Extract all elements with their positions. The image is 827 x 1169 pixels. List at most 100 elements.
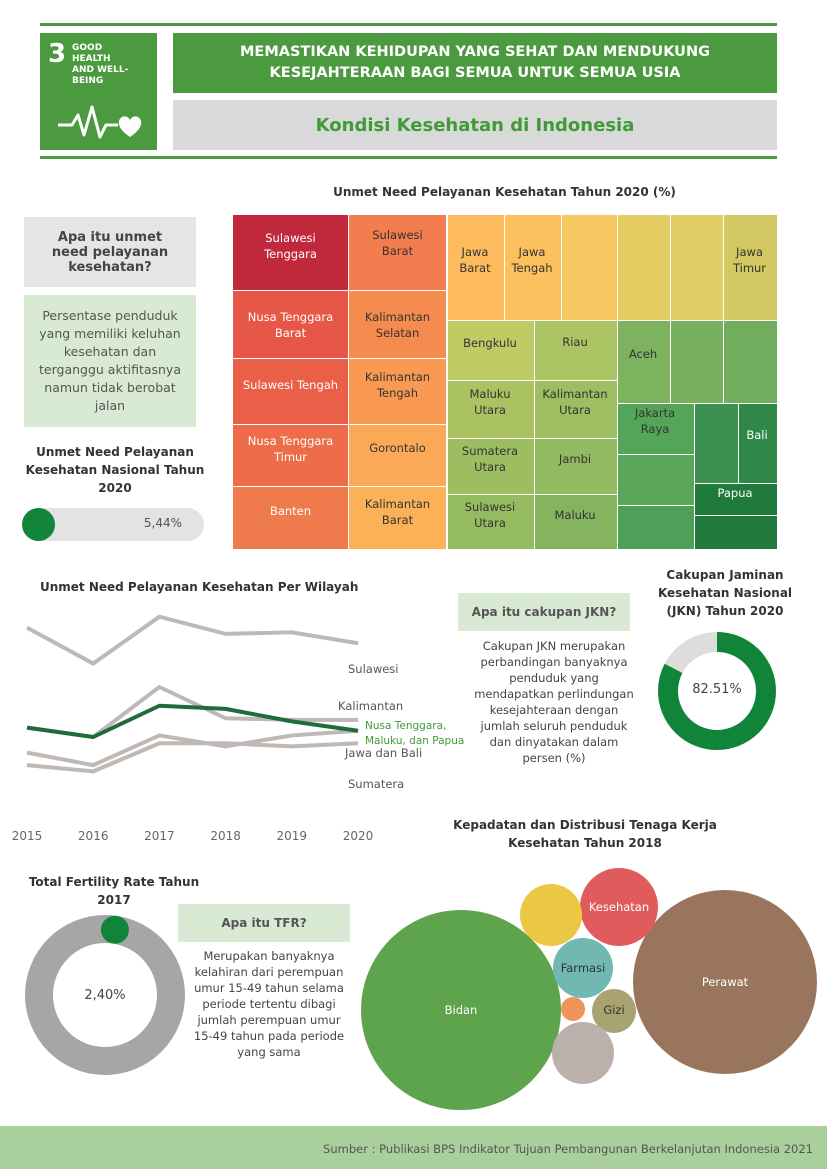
treemap-label-jawa-barat: Jawa Barat [459, 245, 491, 275]
treemap-label-maluku-utara: Maluku Utara [469, 387, 511, 417]
sdg-number: 3 [48, 39, 67, 69]
line-series-jawa-dan-bali [26, 728, 359, 768]
treemap-cell-sumatera-utara [447, 439, 534, 495]
treemap-cell-sulawesi-utara [447, 495, 534, 549]
line-label-sumatera: Sumatera [348, 777, 405, 791]
line-label-sulawesi: Sulawesi [348, 662, 399, 676]
treemap-cell-bali [738, 404, 777, 484]
tfr-question-box: Apa itu TFR? [178, 904, 350, 942]
treemap-cell-ntmp-b [617, 506, 694, 549]
treemap-cell-banten [233, 487, 348, 549]
treemap-cell-maluku-utara [447, 381, 534, 439]
line-label-ntmp: Nusa Tenggara, Maluku, dan Papua [365, 720, 465, 747]
treemap-cell-sulawesi-barat [349, 215, 446, 291]
top-rule [40, 23, 777, 26]
page-title: MEMASTIKAN KEHIDUPAN YANG SEHAT DAN MEND… [173, 33, 777, 93]
treemap-cell-jawa-c [670, 215, 723, 321]
treemap-label-papua: Papua [717, 485, 753, 500]
line-chart-title: Unmet Need Pelayanan Kesehatan Per Wilay… [40, 580, 359, 594]
treemap-cell-sumatera-b [723, 321, 777, 404]
line-series-nusa-tenggara-maluku-dan-papua [26, 703, 359, 739]
bubble-gray [552, 1022, 614, 1084]
treemap-label-sulawesi-tenggara: Sulawesi Tenggara [264, 231, 317, 261]
bubble-perawat [633, 890, 817, 1074]
treemap-label-bengkulu: Bengkulu [463, 336, 517, 350]
sdg-name: GOOD HEALTH AND WELL-BEING [72, 43, 129, 86]
jkn-donut-value: 82.51% [692, 682, 742, 697]
treemap-cell-kalimantan-utara [534, 381, 617, 439]
treemap-cell-bengkulu [447, 321, 534, 381]
bubble-kesehatan [580, 868, 658, 946]
jkn-donut-arc [658, 632, 776, 750]
bubble-bidan [361, 910, 561, 1110]
bubble-label-gizi: Gizi [603, 1003, 625, 1017]
treemap-label-jakarta-raya: Jakarta Raya [634, 406, 676, 436]
treemap-cell-jawa-b [617, 215, 670, 321]
line-series-sumatera [26, 741, 359, 774]
treemap-cell-kalimantan-selatan [349, 291, 446, 359]
treemap-cell-jawa-barat [447, 215, 504, 321]
line-label-kalimantan: Kalimantan [338, 699, 404, 713]
treemap-label-kalimantan-selatan: Kalimantan Selatan [364, 309, 431, 340]
treemap-label-kalimantan-tengah: Kalimantan Tengah [364, 370, 431, 400]
bubble-farmasi [553, 938, 613, 998]
national-unmet-title: Unmet Need Pelayanan Kesehatan Nasional … [25, 445, 205, 495]
line-xtick-2020: 2020 [343, 829, 374, 843]
treemap-cell-aceh [617, 321, 670, 404]
treemap-label-ntt: Nusa Tenggara Timur [247, 434, 334, 464]
treemap-label-kalimantan-utara: Kalimantan Utara [542, 387, 608, 417]
tfr-donut-marker [100, 915, 129, 944]
treemap-cell-sulawesi-tengah [233, 359, 348, 425]
header-bottom-rule [40, 156, 777, 159]
treemap-label-bali: Bali [746, 428, 768, 442]
treemap-cell-kalimantan-barat [349, 487, 446, 549]
jkn-donut-title: Cakupan Jaminan Kesehatan Nasional (JKN)… [657, 568, 793, 618]
treemap-cell-kalimantan-tengah [349, 359, 446, 425]
treemap-cell-maluku [534, 495, 617, 549]
national-unmet-marker [22, 508, 55, 541]
tfr-donut-title: Total Fertility Rate Tahun 2017 [28, 875, 200, 907]
treemap-cell-riau [534, 321, 617, 381]
line-xtick-2018: 2018 [210, 829, 241, 843]
treemap-label-banten: Banten [269, 504, 312, 518]
jkn-donut [658, 632, 776, 750]
bubble-label-perawat: Perawat [701, 975, 749, 989]
treemap-cell-jawa-timur [723, 215, 777, 321]
jkn-answer-text: Cakupan JKN merupakan perbandingan banya… [474, 639, 634, 765]
line-label-jawa-bali: Jawa dan Bali [345, 746, 423, 760]
treemap-cell-jakarta-raya [617, 404, 694, 455]
page-subtitle: Kondisi Kesehatan di Indonesia [173, 100, 777, 150]
bubble-chart [361, 868, 817, 1110]
tfr-donut [25, 915, 185, 1075]
treemap-cell-jawa-tengah [504, 215, 561, 321]
bubble-gizi [592, 989, 636, 1033]
tfr-donut-value: 2,40% [84, 988, 126, 1003]
unmet-need-answer-box: Persentase penduduk yang memiliki keluha… [24, 295, 196, 427]
treemap-cell-gorontalo [349, 425, 446, 487]
sdg-logo: 3 GOOD HEALTH AND WELL-BEING [40, 33, 157, 150]
heartbeat-icon [58, 105, 142, 139]
treemap-label-sulawesi-barat: Sulawesi Barat [372, 228, 423, 258]
treemap-label-jawa-timur: Jawa Timur [732, 245, 767, 275]
treemap-label-ntb: Nusa Tenggara Barat [247, 309, 334, 340]
bubble-yellow [520, 884, 582, 946]
bubble-chart-title: Kepadatan dan Distribusi Tenaga Kerja Ke… [453, 818, 717, 850]
bubble-orange [561, 997, 585, 1021]
national-unmet-value: 5,44% [143, 516, 182, 530]
jkn-question-box: Apa itu cakupan JKN? [458, 593, 630, 631]
line-chart: 2015 2016 2017 2018 2019 2020 [12, 614, 374, 843]
treemap-label-riau: Riau [562, 335, 588, 349]
treemap-label-maluku: Maluku [554, 508, 596, 522]
treemap-cell-papua [694, 484, 777, 516]
treemap-cell-jambi [534, 439, 617, 495]
treemap-cell-ntb [233, 291, 348, 359]
treemap-label-gorontalo: Gorontalo [369, 441, 426, 455]
treemap-label-sulawesi-tengah: Sulawesi Tengah [242, 378, 339, 392]
line-xtick-2016: 2016 [78, 829, 109, 843]
treemap-label-sumatera-utara: Sumatera Utara [461, 444, 519, 474]
treemap-label-aceh: Aceh [628, 347, 658, 361]
line-xtick-2015: 2015 [12, 829, 43, 843]
treemap-cell-ntmp-c [694, 516, 777, 549]
line-xtick-2017: 2017 [144, 829, 175, 843]
treemap-cell-kalimantan-dark [694, 404, 738, 484]
